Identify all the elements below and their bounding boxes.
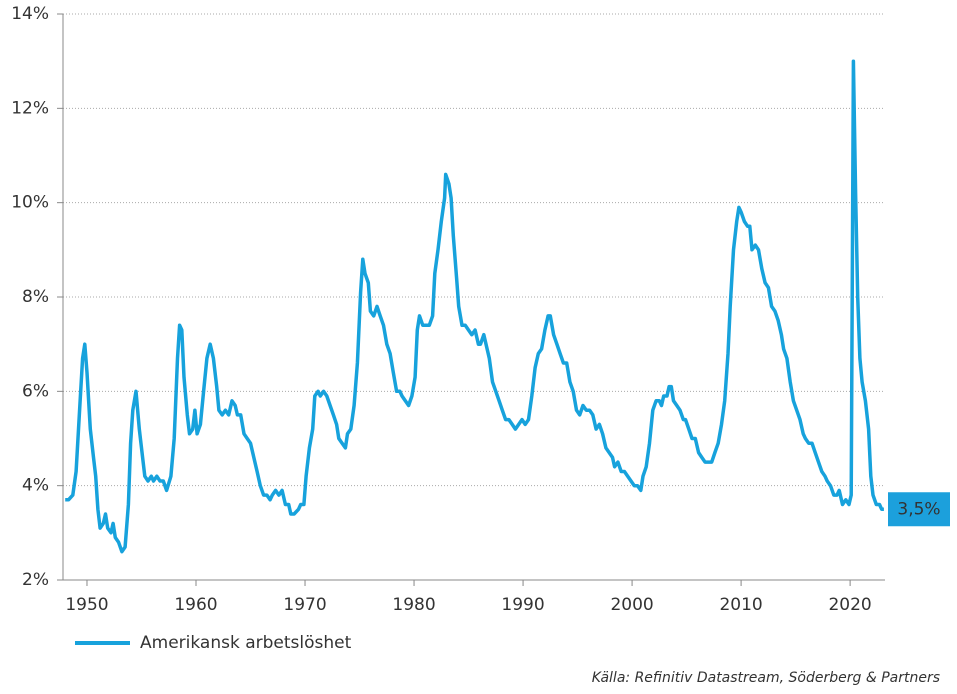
end-label-box <box>888 492 950 527</box>
x-tick-label: 2000 <box>610 595 653 615</box>
y-tick-label: 4% <box>22 476 49 496</box>
y-tick-label: 12% <box>11 98 49 118</box>
data-line <box>65 59 884 554</box>
y-tick-label: 8% <box>22 287 49 307</box>
x-tick-label: 1950 <box>65 595 108 615</box>
y-tick-label: 6% <box>22 381 49 401</box>
x-tick-label: 2010 <box>719 595 762 615</box>
y-tick-label: 10% <box>11 193 49 213</box>
end-label: 3,5% <box>897 499 940 519</box>
legend-label: Amerikansk arbetslöshet <box>140 633 352 653</box>
x-tick-label: 2020 <box>828 595 871 615</box>
x-tick-label: 1970 <box>283 595 326 615</box>
x-tick-label: 1980 <box>392 595 435 615</box>
y-tick-label: 2% <box>22 570 49 590</box>
y-tick-label: 14% <box>11 4 49 24</box>
x-tick-label: 1990 <box>501 595 544 615</box>
x-tick-label: 1960 <box>174 595 217 615</box>
source-note: Källa: Refinitiv Datastream, Söderberg &… <box>592 670 940 686</box>
